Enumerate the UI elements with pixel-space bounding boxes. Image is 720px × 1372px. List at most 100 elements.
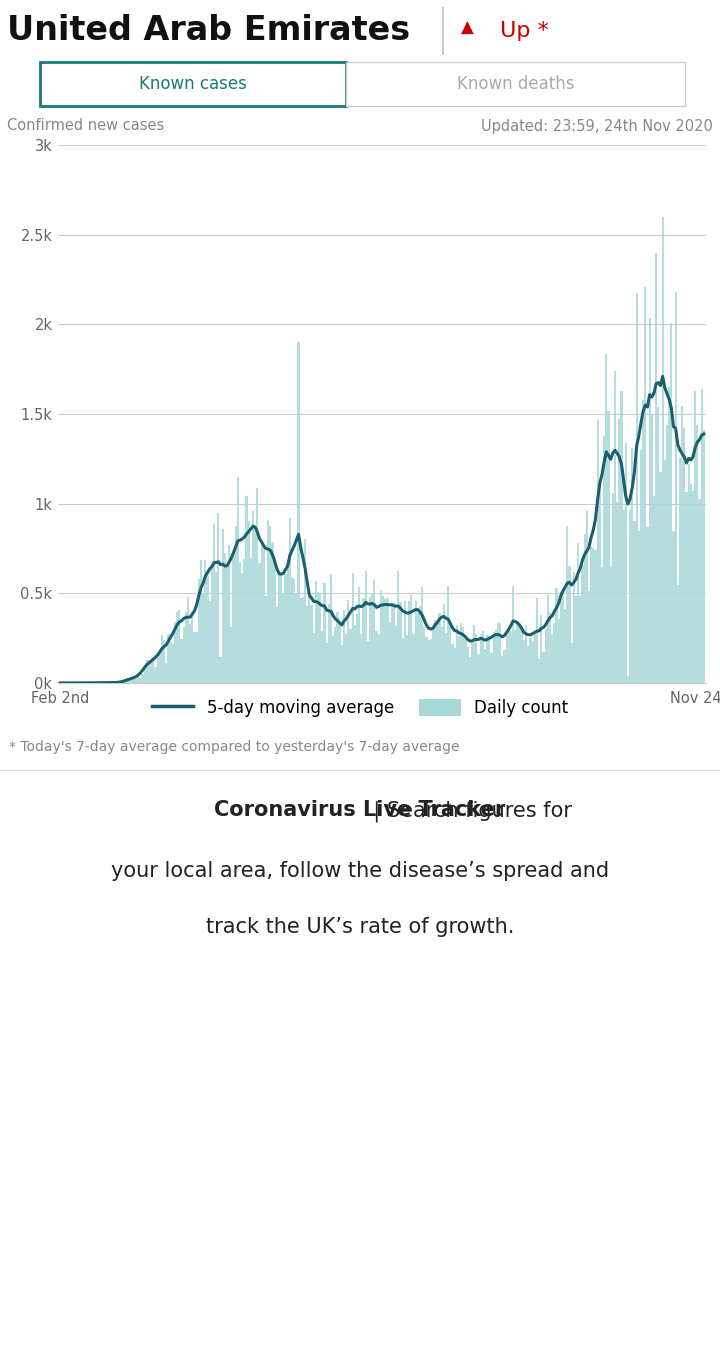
Bar <box>542 652 544 683</box>
Bar <box>599 482 601 683</box>
Bar <box>696 425 698 683</box>
Bar <box>660 472 662 683</box>
Bar <box>338 624 341 683</box>
Bar <box>148 660 150 683</box>
Bar <box>410 595 413 683</box>
Bar <box>241 573 243 683</box>
Bar <box>497 623 499 683</box>
Bar <box>358 587 360 683</box>
Bar <box>572 572 575 683</box>
Bar <box>503 650 505 683</box>
Bar <box>150 660 152 683</box>
Bar <box>155 667 157 683</box>
Bar <box>454 648 456 683</box>
Text: View Now: View Now <box>306 1008 414 1028</box>
Bar <box>588 591 590 683</box>
Bar <box>579 595 581 683</box>
Bar <box>312 632 315 683</box>
Bar <box>293 579 295 683</box>
Legend: 5-day moving average, Daily count: 5-day moving average, Daily count <box>145 693 575 724</box>
Bar <box>469 657 471 683</box>
Bar <box>200 560 202 683</box>
Bar <box>698 499 701 683</box>
Bar <box>332 637 334 683</box>
Bar <box>380 590 382 683</box>
Bar <box>336 612 338 683</box>
Bar <box>438 613 441 683</box>
Bar <box>521 627 523 683</box>
Bar <box>166 663 168 683</box>
Bar <box>505 631 508 683</box>
Bar <box>202 594 204 683</box>
Bar <box>685 493 688 683</box>
Bar <box>280 572 282 683</box>
Bar <box>278 571 280 683</box>
Bar <box>657 407 660 683</box>
Bar <box>603 436 606 683</box>
Bar <box>653 495 655 683</box>
Bar <box>421 587 423 683</box>
Bar <box>137 674 139 683</box>
Bar <box>389 623 391 683</box>
Bar <box>40 62 346 106</box>
Bar <box>492 632 495 683</box>
Bar <box>447 586 449 683</box>
Bar <box>523 641 525 683</box>
Bar <box>228 545 230 683</box>
Bar <box>323 583 325 683</box>
Text: track the UK’s rate of growth.: track the UK’s rate of growth. <box>206 916 514 937</box>
Bar <box>585 512 588 683</box>
Bar <box>343 611 345 683</box>
Bar <box>527 646 529 683</box>
Text: United Arab Emirates: United Arab Emirates <box>7 15 410 48</box>
Bar <box>608 410 610 683</box>
Bar <box>419 606 421 683</box>
Bar <box>209 601 211 683</box>
Bar <box>334 627 336 683</box>
Bar <box>235 525 237 683</box>
Bar <box>495 630 497 683</box>
Bar <box>308 595 310 683</box>
Bar <box>269 525 271 683</box>
Bar <box>553 623 555 683</box>
Bar <box>374 579 376 683</box>
Bar <box>413 634 415 683</box>
Bar <box>662 217 664 683</box>
Bar <box>287 560 289 683</box>
Bar <box>430 639 432 683</box>
Bar <box>627 676 629 683</box>
Bar <box>544 628 546 683</box>
Bar <box>557 619 559 683</box>
Bar <box>263 547 265 683</box>
Bar <box>508 631 510 683</box>
Bar <box>621 391 623 683</box>
Bar <box>384 598 387 683</box>
Bar <box>629 509 631 683</box>
Text: Known cases: Known cases <box>139 75 247 93</box>
Bar <box>159 653 161 683</box>
Bar <box>559 591 562 683</box>
Bar <box>297 342 300 683</box>
Bar <box>616 502 618 683</box>
Bar <box>597 420 599 683</box>
Bar <box>423 627 426 683</box>
Bar <box>564 609 566 683</box>
Text: * Today's 7-day average compared to yesterday's 7-day average: * Today's 7-day average compared to yest… <box>9 740 459 755</box>
Bar <box>181 638 183 683</box>
Bar <box>445 634 447 683</box>
Bar <box>207 575 209 683</box>
Bar <box>174 622 176 683</box>
Bar <box>187 597 189 683</box>
Bar <box>135 679 137 683</box>
Bar <box>668 387 670 683</box>
Bar <box>610 565 612 683</box>
Bar <box>172 643 174 683</box>
Bar <box>688 464 690 683</box>
Bar <box>672 531 675 683</box>
Bar <box>477 654 480 683</box>
Bar <box>157 659 159 683</box>
Bar <box>284 575 287 683</box>
Bar <box>402 638 404 683</box>
Bar <box>436 622 438 683</box>
Bar <box>185 612 187 683</box>
